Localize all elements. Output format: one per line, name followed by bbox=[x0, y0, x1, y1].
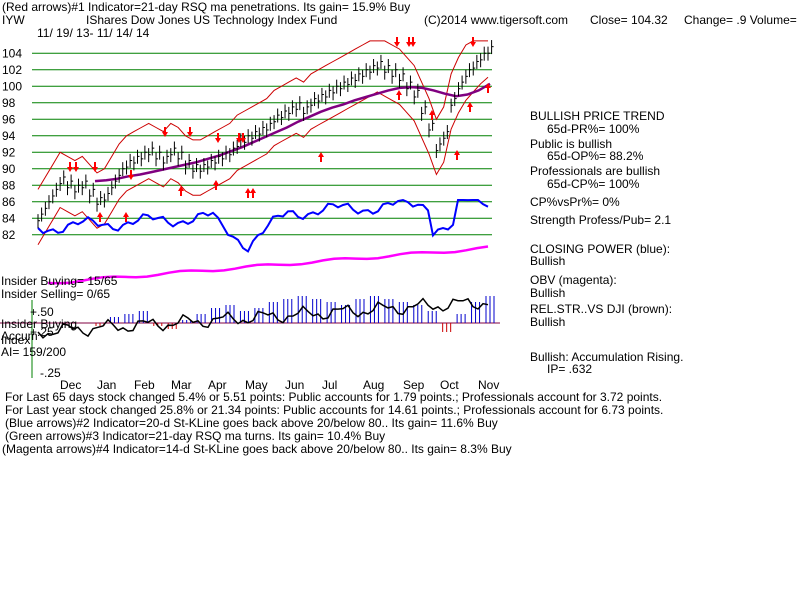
insider-buying: Insider Buying= 15/65 bbox=[1, 274, 118, 288]
buy-arrow-icon bbox=[97, 212, 103, 222]
y-tick-label: 90 bbox=[2, 162, 16, 176]
accum-status: Bullish: Accumulation Rising. bbox=[530, 350, 684, 364]
accum-label: Accum bbox=[1, 329, 38, 343]
x-tick-label: Jul bbox=[322, 378, 337, 392]
cp-vs-pr: CP%vsPr%= 0% bbox=[530, 195, 620, 209]
buy-arrow-icon bbox=[429, 110, 435, 120]
x-tick-label: Mar bbox=[171, 378, 192, 392]
y-tick-label: 94 bbox=[2, 129, 16, 143]
change-value: Change= .9 Volume= bbox=[684, 13, 797, 27]
date-range: 11/ 19/ 13- 11/ 14/ 14 bbox=[37, 26, 150, 40]
relstr-value: Bullish bbox=[530, 315, 566, 329]
buy-arrow-icon bbox=[467, 102, 473, 112]
y-tick-label: 92 bbox=[2, 145, 16, 159]
op-pct: 65d-OP%= 88.2% bbox=[547, 149, 644, 163]
sell-arrow-icon bbox=[240, 133, 246, 143]
accum-plus25: +.25 bbox=[30, 325, 54, 339]
fund-name: IShares Dow Jones US Technology Index Fu… bbox=[86, 13, 338, 27]
x-tick-label: Apr bbox=[208, 378, 227, 392]
obv-value: Bullish bbox=[530, 286, 566, 300]
closing-power-line bbox=[37, 198, 489, 253]
public-status: Public is bullish bbox=[530, 137, 613, 151]
x-tick-label: Aug bbox=[363, 378, 384, 392]
sell-arrow-icon bbox=[162, 127, 168, 137]
buy-arrow-icon bbox=[178, 186, 184, 196]
moving-average-line bbox=[94, 82, 491, 183]
x-tick-label: Feb bbox=[134, 378, 155, 392]
buy-arrow-icon bbox=[318, 152, 324, 162]
pr-pct: 65d-PR%= 100% bbox=[547, 122, 640, 136]
y-tick-label: 82 bbox=[2, 228, 16, 242]
insider-buying-2: Insider Buying bbox=[1, 317, 78, 331]
copyright: (C)2014 www.tigersoft.com bbox=[424, 13, 569, 27]
x-tick-label: Jan bbox=[97, 378, 116, 392]
closing-power-value: Bullish bbox=[530, 254, 566, 268]
trend-title: BULLISH PRICE TREND bbox=[530, 109, 665, 123]
obv-line bbox=[47, 245, 489, 285]
sell-arrow-icon bbox=[92, 162, 98, 172]
sell-arrow-icon bbox=[67, 162, 73, 172]
accum-plus50: +.50 bbox=[30, 305, 54, 319]
x-tick-label: Jun bbox=[285, 378, 304, 392]
buy-arrow-icon bbox=[213, 180, 219, 190]
cp-pct: 65d-CP%= 100% bbox=[547, 177, 640, 191]
buy-arrow-icon bbox=[396, 90, 402, 100]
footer-line-5: (Magenta arrows)#4 Indicator=14-d St-KLi… bbox=[2, 442, 512, 456]
sell-arrow-icon bbox=[128, 170, 134, 180]
indicator-line-1: (Red arrows)#1 Indicator=21-day RSQ ma p… bbox=[2, 0, 411, 14]
x-tick-label: Nov bbox=[478, 378, 499, 392]
closing-power-label: CLOSING POWER (blue): bbox=[530, 242, 671, 256]
insider-selling: Insider Selling= 0/65 bbox=[1, 287, 111, 301]
x-tick-label: May bbox=[245, 378, 268, 392]
ai-label: AI= 159/200 bbox=[1, 345, 67, 359]
sell-arrow-icon bbox=[236, 133, 242, 143]
x-tick-label: Oct bbox=[440, 378, 459, 392]
accum-minus25: -.25 bbox=[40, 366, 61, 380]
sell-arrow-icon bbox=[215, 133, 221, 143]
lower-band bbox=[37, 76, 489, 245]
professionals-status: Professionals are bullish bbox=[530, 164, 661, 178]
footer-line-2: For Last year stock changed 25.8% or 21.… bbox=[5, 403, 664, 417]
sell-arrow-icon bbox=[406, 37, 412, 47]
relstr-label: REL.STR..VS DJI (brown): bbox=[530, 302, 673, 316]
x-tick-label: Sep bbox=[403, 378, 425, 392]
index-label: Index bbox=[1, 333, 31, 347]
upper-band bbox=[37, 40, 488, 190]
footer-line-4: (Green arrows)#3 Indicator=21-day RSQ ma… bbox=[5, 429, 386, 443]
y-tick-label: 84 bbox=[2, 211, 16, 225]
obv-label: OBV (magenta): bbox=[530, 273, 617, 287]
y-tick-label: 98 bbox=[2, 96, 16, 110]
footer-line-1: For Last 65 days stock changed 5.4% or 5… bbox=[5, 390, 663, 404]
symbol-label: IYW bbox=[2, 13, 25, 27]
buy-arrow-icon bbox=[250, 188, 256, 198]
y-tick-label: 100 bbox=[2, 79, 22, 93]
sell-arrow-icon bbox=[73, 162, 79, 172]
y-tick-label: 104 bbox=[2, 46, 22, 60]
sell-arrow-icon bbox=[410, 37, 416, 47]
x-tick-label: Dec bbox=[60, 378, 81, 392]
relative-strength-line bbox=[37, 297, 489, 339]
close-value: Close= 104.32 bbox=[590, 13, 668, 27]
y-tick-label: 102 bbox=[2, 63, 22, 77]
sell-arrow-icon bbox=[394, 37, 400, 47]
buy-arrow-icon bbox=[485, 83, 491, 93]
y-tick-label: 86 bbox=[2, 195, 16, 209]
footer-line-3: (Blue arrows)#2 Indicator=20-d St-KLine … bbox=[5, 416, 498, 430]
buy-arrow-icon bbox=[245, 188, 251, 198]
sell-arrow-icon bbox=[187, 127, 193, 137]
buy-arrow-icon bbox=[123, 212, 129, 222]
buy-arrow-icon bbox=[454, 150, 460, 160]
strength-ratio: Strength Profess/Pub= 2.1 bbox=[530, 213, 672, 227]
y-tick-label: 88 bbox=[2, 178, 16, 192]
ip-value: IP= .632 bbox=[547, 362, 593, 376]
sell-arrow-icon bbox=[470, 37, 476, 47]
y-tick-label: 96 bbox=[2, 112, 16, 126]
